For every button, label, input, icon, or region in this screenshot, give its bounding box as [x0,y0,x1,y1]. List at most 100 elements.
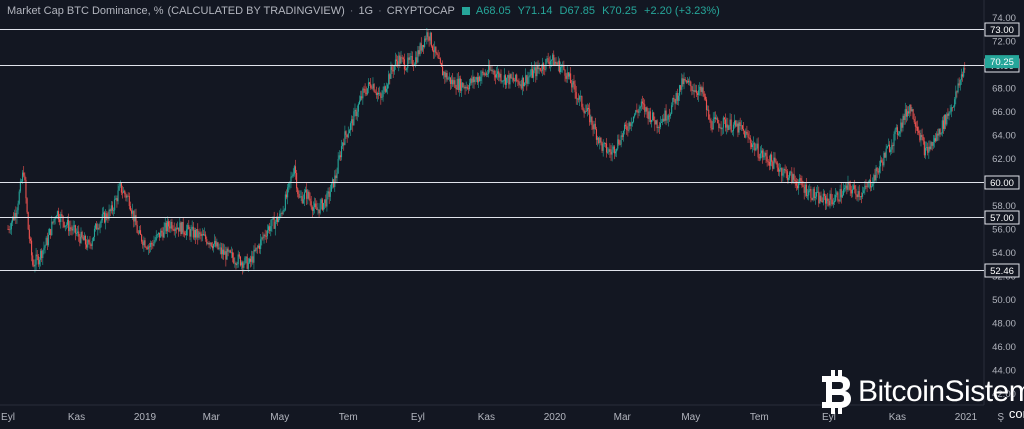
candle-body [366,88,368,95]
candle-body [493,70,495,75]
candle-body [53,218,55,223]
candle-body [120,182,122,193]
candle-body [234,262,236,264]
candle-body [183,232,185,235]
candle-body [732,124,734,131]
x-tick-label: May [270,412,289,423]
candle-body [435,46,437,54]
candle-body [109,209,111,212]
candle-body [74,225,76,234]
candle-body [297,188,299,194]
candle-body [857,191,859,198]
candle-body [494,74,496,78]
bitcoin-logo-icon [822,370,851,414]
candle-body [70,227,72,229]
x-tick-label: 2019 [134,412,157,423]
candle-body [882,161,884,166]
candle-body [853,185,855,190]
candle-body [501,80,503,82]
candle-body [50,229,52,236]
high-value: Y71.14 [517,5,553,17]
candle-body [635,110,637,115]
candle-body [48,229,51,235]
candle-body [198,232,200,238]
candle-body [316,207,318,211]
candle-body [668,115,670,117]
candle-body [168,221,170,227]
candle-body [243,263,245,268]
candle-body [524,82,526,87]
level-tag-label: 73.00 [990,25,1014,36]
candle-body [398,55,400,65]
candle-body [309,198,311,202]
candle-body [365,92,367,95]
candle-body [463,86,465,88]
candle-body [579,96,581,100]
candle-body [672,97,674,106]
x-tick-label: Tem [750,412,769,423]
candle-body [695,90,697,94]
ohlc-values: A68.05 Y71.14 D67.85 K70.25 +2.20 (+3.23… [476,5,724,17]
candle-body [900,122,902,132]
candle-body [31,240,33,256]
candle-body [217,242,219,250]
candle-body [938,129,940,136]
candle-body [233,257,235,263]
candle-body [685,80,687,83]
candle-body [245,256,247,258]
candle-body [426,32,428,40]
candle-body [503,75,505,81]
candle-body [239,256,242,266]
candle-body [895,127,897,130]
candle-body [609,149,611,152]
symbol-title[interactable]: Market Cap BTC Dominance, % [7,5,164,17]
candle-body [781,168,783,176]
candle-body [608,149,610,152]
candle-body [323,202,325,210]
candle-body [616,148,618,152]
candle-body [682,78,684,85]
candle-body [670,113,672,116]
candle-body [43,247,45,251]
candle-body [291,176,293,177]
candle-body [548,61,550,65]
candle-body [355,109,357,117]
candle-body [270,226,272,232]
candle-body [707,109,709,111]
candle-body [301,196,303,204]
candle-body [738,122,740,133]
candle-body [82,237,84,241]
candle-body [224,251,226,255]
x-tick-label: Eyl [1,412,15,423]
candle-body [28,229,30,239]
candle-body [584,111,586,114]
candle-body [113,210,115,212]
candle-body [917,126,919,131]
candle-body [847,182,849,190]
candle-body [184,234,186,236]
candle-body [948,112,950,116]
time-axis[interactable]: Eyl Kas 2019 Mar May Tem Eyl Kas 2020 Mar May Tem Ey… [1,412,1004,423]
candle-body [69,227,71,232]
last-price-label: 70.25 [990,57,1014,68]
candle-body [918,130,920,133]
candle-body [98,227,100,229]
candle-body [282,210,284,214]
candle-body [692,90,694,92]
candle-body [485,73,487,75]
candle-body [66,219,69,225]
candle-body [590,116,592,123]
candle-body [904,109,906,120]
candle-body [812,188,814,200]
candle-body [535,67,537,77]
candle-body [294,166,297,173]
candle-body [729,119,731,126]
interval-label[interactable]: 1G [358,5,374,17]
candle-body [701,87,703,92]
candle-body [838,200,840,202]
candle-body [372,84,374,89]
candle-body [193,229,195,238]
candle-body [849,184,851,190]
